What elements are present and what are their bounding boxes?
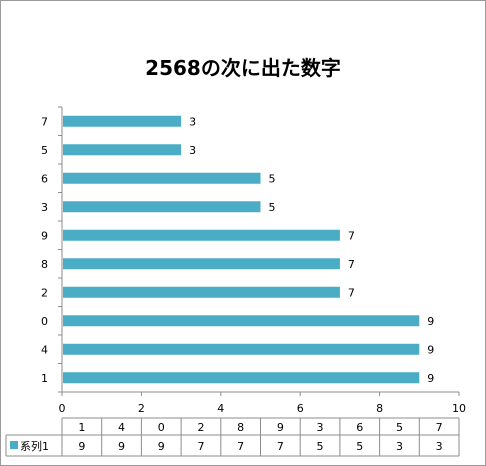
bar	[63, 372, 420, 384]
data-label: 3	[189, 144, 196, 157]
table-value-cell: 7	[237, 440, 244, 453]
table-value-cell: 3	[436, 440, 443, 453]
x-tick-label: 2	[138, 402, 145, 415]
data-label: 5	[269, 201, 276, 214]
y-tick-label: 5	[41, 144, 48, 157]
table-value-cell: 9	[158, 440, 165, 453]
table-value-cell: 5	[356, 440, 363, 453]
table-value-cell: 7	[197, 440, 204, 453]
table-header-cell: 1	[78, 421, 85, 434]
table-header-cell: 7	[436, 421, 443, 434]
y-tick-label: 1	[41, 372, 48, 385]
table-header-cell: 4	[118, 421, 125, 434]
bar	[63, 229, 340, 241]
x-tick-label: 4	[217, 402, 224, 415]
y-tick-label: 0	[41, 315, 48, 328]
table-value-cell: 5	[317, 440, 324, 453]
x-tick-label: 0	[59, 402, 66, 415]
x-tick-label: 10	[452, 402, 466, 415]
table-header-cell: 5	[396, 421, 403, 434]
table-value-cell: 7	[277, 440, 284, 453]
bar	[63, 315, 420, 327]
data-label: 7	[348, 229, 355, 242]
table-header-cell: 8	[237, 421, 244, 434]
chart-title: 2568の次に出た数字	[145, 56, 341, 80]
bar	[63, 115, 182, 127]
table-header-cell: 9	[277, 421, 284, 434]
data-label: 7	[348, 286, 355, 299]
y-tick-label: 9	[41, 229, 48, 242]
y-tick-label: 4	[41, 343, 48, 356]
bar	[63, 201, 261, 213]
x-tick-label: 6	[297, 402, 304, 415]
table-value-cell: 3	[396, 440, 403, 453]
data-label: 3	[189, 115, 196, 128]
table-header-cell: 2	[197, 421, 204, 434]
data-label: 9	[427, 372, 434, 385]
bar	[63, 172, 261, 184]
y-tick-label: 8	[41, 258, 48, 271]
data-label: 7	[348, 258, 355, 271]
legend-series-name: 系列1	[20, 439, 49, 453]
data-label: 9	[427, 315, 434, 328]
y-tick-label: 2	[41, 286, 48, 299]
y-tick-label: 3	[41, 201, 48, 214]
y-tick-label: 6	[41, 172, 48, 185]
data-label: 9	[427, 343, 434, 356]
x-tick-label: 8	[376, 402, 383, 415]
bar	[63, 258, 340, 270]
table-header-cell: 0	[158, 421, 165, 434]
legend-key	[10, 441, 18, 449]
table-header-cell: 3	[317, 421, 324, 434]
y-tick-label: 7	[41, 115, 48, 128]
bar	[63, 144, 182, 156]
data-label: 5	[269, 172, 276, 185]
table-value-cell: 9	[78, 440, 85, 453]
bar	[63, 286, 340, 298]
table-header-cell: 6	[356, 421, 363, 434]
bar	[63, 343, 420, 355]
table-value-cell: 9	[118, 440, 125, 453]
